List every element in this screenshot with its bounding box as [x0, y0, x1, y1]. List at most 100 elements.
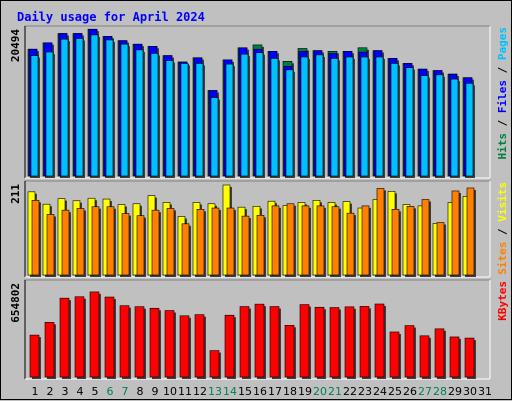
x-tick-day-19: 19	[298, 385, 312, 398]
sites-bar-day-12	[196, 209, 206, 277]
pages-bar-day-20	[315, 54, 325, 178]
kbytes-bar-day-18	[284, 325, 296, 379]
sites-bar-day-6	[106, 206, 116, 277]
x-tick-day-9: 9	[152, 385, 159, 398]
x-tick-day-10: 10	[163, 385, 177, 398]
chart-title: Daily usage for April 2024	[17, 10, 205, 24]
sites-bar-day-7	[121, 213, 131, 277]
x-tick-day-21: 21	[328, 385, 342, 398]
pages-bar-day-18	[285, 69, 295, 178]
sites-bar-day-4	[76, 208, 86, 277]
pages-bar-day-23	[360, 56, 370, 178]
sites-bar-day-23	[361, 205, 371, 277]
pages-bar-day-9	[150, 53, 160, 178]
pages-bar-day-25	[390, 63, 400, 178]
x-tick-day-16: 16	[253, 385, 267, 398]
x-tick-day-30: 30	[463, 385, 477, 398]
sites-bar-day-15	[241, 215, 251, 277]
legend-hits: Hits	[496, 133, 509, 160]
panel-usage-legend: Hits / Files / Pages	[496, 27, 509, 160]
chart-panels: 20494 Hits / Files / Pages 211 Sites / Visi…	[9, 25, 509, 380]
x-tick-day-2: 2	[47, 385, 54, 398]
sites-bar-day-3	[61, 209, 71, 277]
kbytes-bar-day-9	[149, 307, 161, 379]
sites-bar-day-5	[91, 206, 101, 277]
x-tick-day-24: 24	[373, 385, 387, 398]
x-tick-day-15: 15	[238, 385, 252, 398]
sites-bar-day-2	[46, 214, 56, 277]
pages-bar-day-19	[300, 56, 310, 178]
kbytes-bar-day-15	[239, 306, 251, 379]
kbytes-bar-day-7	[119, 305, 131, 379]
pages-bar-day-27	[420, 75, 430, 178]
pages-bar-day-17	[270, 58, 280, 178]
kbytes-bar-day-25	[389, 331, 401, 379]
kbytes-bar-day-8	[134, 306, 146, 379]
kbytes-bar-day-14	[224, 314, 236, 379]
sites-bar-day-13	[211, 207, 221, 277]
pages-bar-day-12	[195, 63, 205, 178]
panel-usage-ymax-label: 20494	[9, 29, 22, 62]
pages-bar-day-3	[60, 38, 70, 178]
kbytes-bar-day-3	[59, 297, 71, 379]
kbytes-bar-day-20	[314, 306, 326, 379]
sites-bar-day-17	[271, 205, 281, 277]
x-tick-day-27: 27	[418, 385, 432, 398]
legend-kbytes: KBytes	[496, 281, 509, 321]
x-tick-day-23: 23	[358, 385, 372, 398]
x-tick-day-28: 28	[433, 385, 447, 398]
pages-bar-day-30	[465, 83, 475, 178]
kbytes-bar-day-2	[44, 322, 56, 379]
kbytes-bar-day-26	[404, 325, 416, 379]
kbytes-bar-day-5	[89, 291, 101, 379]
x-tick-day-1: 1	[32, 385, 39, 398]
kbytes-bar-day-17	[269, 306, 281, 379]
pages-bar-day-10	[165, 60, 175, 179]
pages-bar-day-14	[225, 63, 235, 178]
panel-visits: 211 Sites / Visits	[9, 180, 509, 278]
x-tick-day-31: 31	[478, 385, 492, 398]
sites-bar-day-25	[391, 209, 401, 277]
x-tick-day-12: 12	[193, 385, 207, 398]
x-tick-day-5: 5	[92, 385, 99, 398]
kbytes-bar-day-19	[299, 304, 311, 379]
sites-bar-day-1	[31, 200, 41, 277]
panel-kbytes-legend: KBytes	[496, 281, 509, 321]
sites-bar-day-24	[376, 188, 386, 277]
pages-bar-day-6	[105, 39, 115, 178]
pages-bar-day-2	[45, 51, 55, 179]
pages-bar-day-13	[210, 97, 220, 178]
x-tick-day-18: 18	[283, 385, 297, 398]
sites-bar-day-30	[466, 187, 476, 277]
sites-bar-day-22	[346, 212, 356, 277]
pages-bar-day-4	[75, 38, 85, 178]
x-tick-day-17: 17	[268, 385, 282, 398]
panel-kbytes: 654802 KBytes	[9, 279, 509, 380]
x-tick-day-13: 13	[208, 385, 222, 398]
kbytes-bar-day-27	[419, 335, 431, 379]
pages-bar-day-26	[405, 67, 415, 178]
sites-bar-day-18	[286, 203, 296, 277]
pages-bar-day-7	[120, 43, 130, 179]
sites-bar-day-21	[331, 206, 341, 277]
sites-bar-day-14	[226, 207, 236, 277]
kbytes-bar-day-23	[359, 306, 371, 379]
x-tick-day-26: 26	[403, 385, 417, 398]
kbytes-bar-day-11	[179, 315, 191, 379]
x-tick-day-22: 22	[343, 385, 357, 398]
x-tick-day-8: 8	[137, 385, 144, 398]
x-tick-day-7: 7	[122, 385, 129, 398]
sites-bar-day-19	[301, 205, 311, 277]
panel-kbytes-ymax-label: 654802	[9, 283, 22, 323]
x-tick-day-20: 20	[313, 385, 327, 398]
pages-bar-day-29	[450, 78, 460, 178]
sites-bar-day-16	[256, 214, 266, 277]
sites-bar-day-29	[451, 190, 461, 277]
pages-bar-day-28	[435, 74, 445, 178]
legend-sites: Sites	[496, 242, 509, 275]
pages-bar-day-1	[30, 55, 40, 178]
pages-bar-day-8	[135, 49, 145, 178]
kbytes-bar-day-30	[464, 337, 476, 379]
kbytes-bar-day-4	[74, 296, 86, 379]
